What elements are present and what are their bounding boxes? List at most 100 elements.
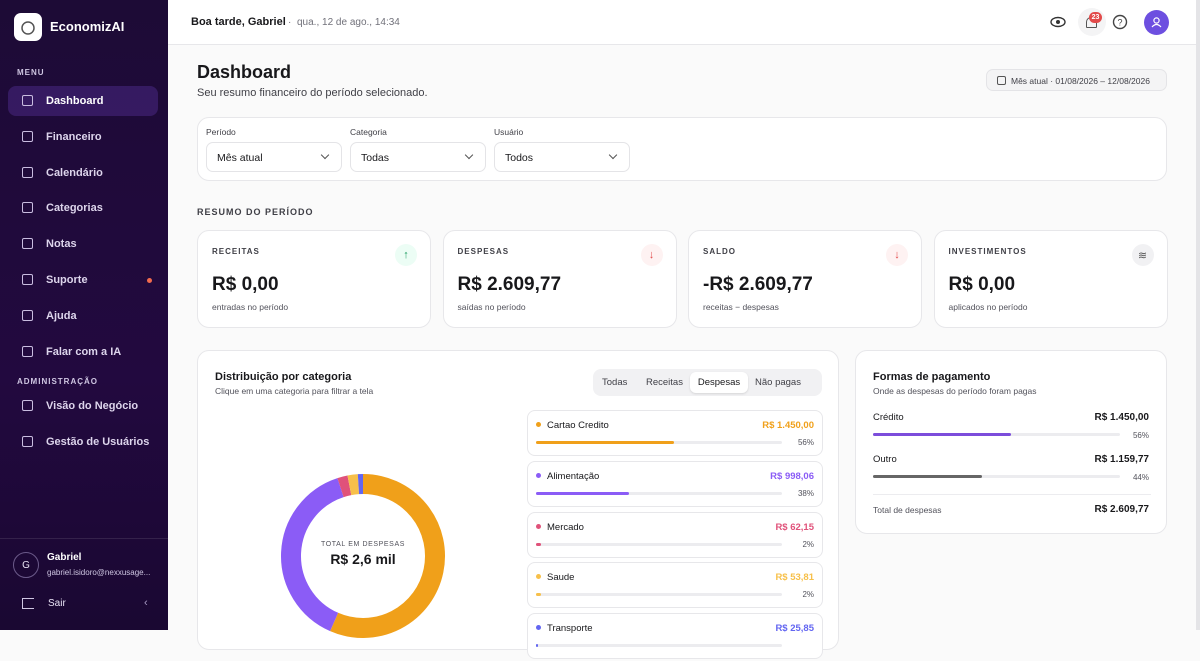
summary-card: RECEITAS R$ 0,00 entradas no período ↑ bbox=[197, 230, 431, 328]
donut-segment[interactable] bbox=[341, 485, 350, 487]
nav-icon bbox=[22, 238, 33, 249]
nav-icon bbox=[22, 131, 33, 142]
nav-item[interactable]: Calendário bbox=[8, 158, 158, 188]
card-note: receitas − despesas bbox=[703, 302, 779, 312]
help-button[interactable]: ? bbox=[1110, 12, 1130, 32]
filter-select[interactable]: Todos bbox=[494, 142, 630, 172]
category-amount: R$ 62,15 bbox=[775, 522, 814, 533]
payments-subtitle: Onde as despesas do período foram pagas bbox=[873, 386, 1037, 396]
chevron bbox=[321, 151, 329, 159]
nav-item[interactable]: Ajuda bbox=[8, 301, 158, 331]
user-name: Gabriel bbox=[47, 552, 81, 563]
nav-item[interactable]: Categorias bbox=[8, 193, 158, 223]
nav-label: Suporte bbox=[46, 274, 88, 286]
card-value: -R$ 2.609,77 bbox=[703, 274, 813, 296]
nav-label: Falar com a IA bbox=[46, 346, 121, 358]
category-name: Alimentação bbox=[547, 471, 599, 482]
card-note: saídas no período bbox=[458, 302, 526, 312]
card-label: INVESTIMENTOS bbox=[949, 247, 1027, 256]
user-avatar[interactable]: G bbox=[13, 552, 39, 578]
divider bbox=[873, 494, 1151, 495]
divider bbox=[0, 538, 168, 539]
tab[interactable]: Despesas bbox=[690, 372, 748, 393]
summary-card: INVESTIMENTOS R$ 0,00 aplicados no período… bbox=[934, 230, 1168, 328]
profile-button[interactable] bbox=[1144, 10, 1169, 35]
profile-icon bbox=[1144, 10, 1169, 35]
nav-icon bbox=[22, 310, 33, 321]
category-dot bbox=[536, 574, 541, 579]
filter-select[interactable]: Mês atual bbox=[206, 142, 342, 172]
card-note: entradas no período bbox=[212, 302, 288, 312]
method-amount: R$ 1.450,00 bbox=[1095, 412, 1150, 423]
notifications-button[interactable]: 23 bbox=[1078, 8, 1106, 36]
tab[interactable]: Receitas bbox=[646, 372, 688, 393]
nav-icon bbox=[22, 95, 33, 106]
nav-item[interactable]: Falar com a IA bbox=[8, 337, 158, 367]
category-dot bbox=[536, 524, 541, 529]
scrollbar bbox=[1196, 0, 1200, 630]
card-icon: ↑ bbox=[395, 244, 417, 266]
distribution-panel: Distribuição por categoria Clique em uma… bbox=[197, 350, 839, 650]
total-value: R$ 2.609,77 bbox=[1095, 504, 1150, 515]
card-label: RECEITAS bbox=[212, 247, 260, 256]
category-dot bbox=[536, 625, 541, 630]
period-pill[interactable]: Mês atual · 01/08/2026 – 12/08/2026 bbox=[986, 69, 1167, 91]
nav-icon bbox=[22, 400, 33, 411]
total-label: Total de despesas bbox=[873, 505, 942, 515]
menu-label: MENU bbox=[17, 68, 45, 77]
progress-bar bbox=[873, 433, 1011, 436]
nav-label: Calendário bbox=[46, 167, 103, 179]
nav-label: Dashboard bbox=[46, 95, 103, 107]
method-name: Outro bbox=[873, 454, 897, 465]
nav-label: Categorias bbox=[46, 202, 103, 214]
donut-segment[interactable] bbox=[349, 484, 358, 485]
nav-item[interactable]: Dashboard bbox=[8, 86, 158, 116]
nav-label: Ajuda bbox=[46, 310, 77, 322]
payments-title: Formas de pagamento bbox=[873, 371, 990, 383]
card-value: R$ 0,00 bbox=[949, 274, 1016, 296]
distribution-subtitle: Clique em uma categoria para filtrar a t… bbox=[215, 386, 373, 396]
nav-label: Notas bbox=[46, 238, 77, 250]
page-subtitle: Seu resumo financeiro do período selecio… bbox=[197, 87, 428, 99]
nav-item[interactable]: Visão do Negócio bbox=[8, 391, 158, 421]
page-title: Dashboard bbox=[197, 62, 291, 83]
tab[interactable]: Todas bbox=[602, 372, 634, 393]
visibility-button[interactable] bbox=[1048, 12, 1068, 32]
nav-item[interactable]: Suporte bbox=[8, 265, 158, 295]
nav-item[interactable]: Financeiro bbox=[8, 122, 158, 152]
logo bbox=[14, 13, 42, 41]
card-value: R$ 2.609,77 bbox=[458, 274, 562, 296]
filter-select[interactable]: Todas bbox=[350, 142, 486, 172]
card-icon: ≋ bbox=[1132, 244, 1154, 266]
chevron bbox=[465, 151, 473, 159]
category-amount: R$ 998,06 bbox=[770, 471, 814, 482]
nav-item[interactable]: Notas bbox=[8, 229, 158, 259]
card-note: aplicados no período bbox=[949, 302, 1028, 312]
category-row[interactable]: Saude R$ 53,81 2% bbox=[527, 562, 823, 608]
card-value: R$ 0,00 bbox=[212, 274, 279, 296]
nav-label: Gestão de Usuários bbox=[46, 436, 149, 448]
category-percent: 2% bbox=[802, 590, 814, 599]
category-dot bbox=[536, 422, 541, 427]
filter-value: Mês atual bbox=[217, 152, 263, 164]
logout[interactable]: Sair bbox=[48, 598, 66, 609]
tab[interactable]: Não pagas bbox=[755, 372, 813, 393]
category-name: Transporte bbox=[547, 623, 593, 634]
nav-item[interactable]: Gestão de Usuários bbox=[8, 427, 158, 457]
notification-badge: 23 bbox=[1089, 12, 1102, 23]
collapse[interactable]: ‹ bbox=[144, 597, 148, 609]
nav-icon bbox=[22, 436, 33, 447]
category-amount: R$ 53,81 bbox=[775, 572, 814, 583]
period-text: Mês atual · 01/08/2026 – 12/08/2026 bbox=[1011, 76, 1150, 86]
progress-bar bbox=[536, 543, 541, 546]
category-name: Saude bbox=[547, 572, 574, 583]
payments-panel: Formas de pagamento Onde as despesas do … bbox=[855, 350, 1167, 534]
